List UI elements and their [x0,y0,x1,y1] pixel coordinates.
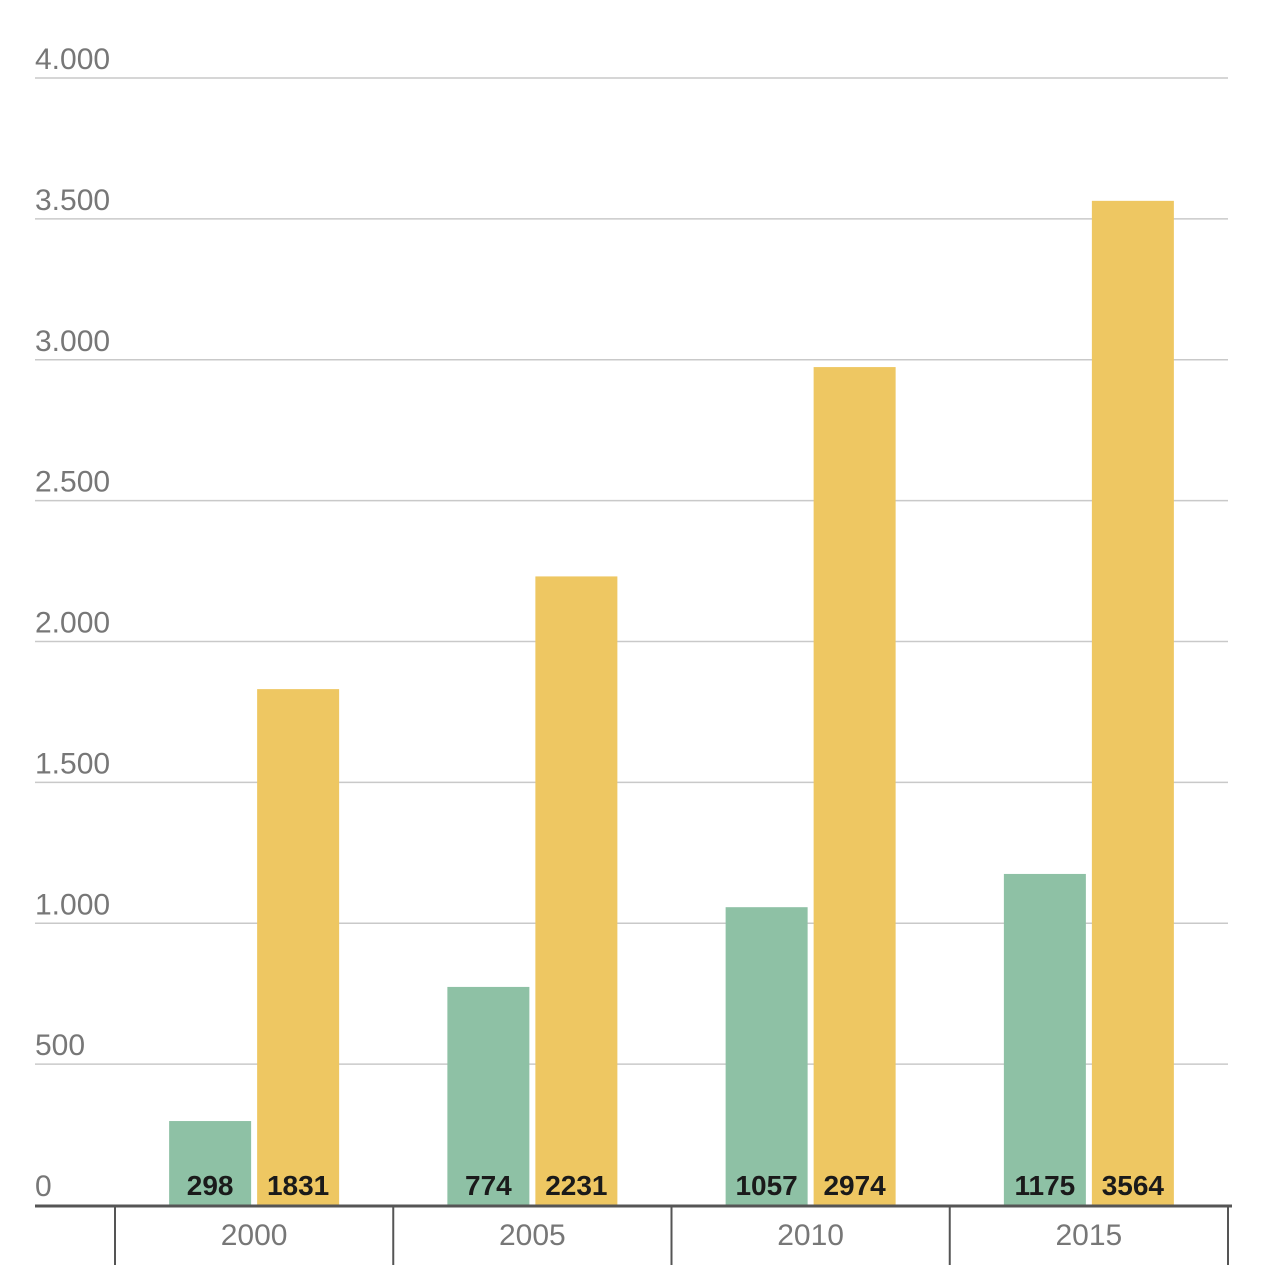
y-tick-label: 4.000 [35,43,110,76]
y-tick-label: 2.500 [35,466,110,499]
y-tick-label: 1.500 [35,747,110,780]
bar-value-label: 3564 [1102,1170,1165,1201]
bar [535,576,618,1205]
y-tick-label: 2.000 [35,607,110,640]
bar [169,1121,252,1205]
y-tick-label: 1.000 [35,888,110,921]
bar [447,986,530,1205]
y-tick-label: 500 [35,1029,85,1062]
bar [1003,873,1086,1205]
bar-value-label: 774 [465,1170,512,1201]
y-tick-label: 0 [35,1170,52,1203]
bar [257,689,340,1205]
x-tick-label: 2010 [777,1219,844,1252]
bars [169,200,1174,1205]
x-tick-label: 2000 [221,1219,288,1252]
bar-value-label: 1057 [735,1170,797,1201]
y-tick-label: 3.500 [35,184,110,217]
gridlines: 0 500 1.000 1.500 2.000 2.500 3.000 3.500 4.000 [35,43,1228,1203]
bar-value-labels: 298 1831 774 2231 1057 2974 1175 3564 [187,1170,1165,1201]
bar-value-label: 2231 [545,1170,607,1201]
x-axis: 2000 2005 2010 2015 [35,1204,1232,1265]
x-tick-label: 2005 [499,1219,566,1252]
y-tick-label: 3.000 [35,325,110,358]
bar [1091,200,1174,1205]
bar-value-label: 298 [187,1170,234,1201]
bar-value-label: 2974 [823,1170,886,1201]
bar-value-label: 1831 [267,1170,329,1201]
bar [725,907,808,1205]
bar [813,367,896,1205]
x-tick-label: 2015 [1056,1219,1123,1252]
bar-value-label: 1175 [1015,1170,1076,1201]
